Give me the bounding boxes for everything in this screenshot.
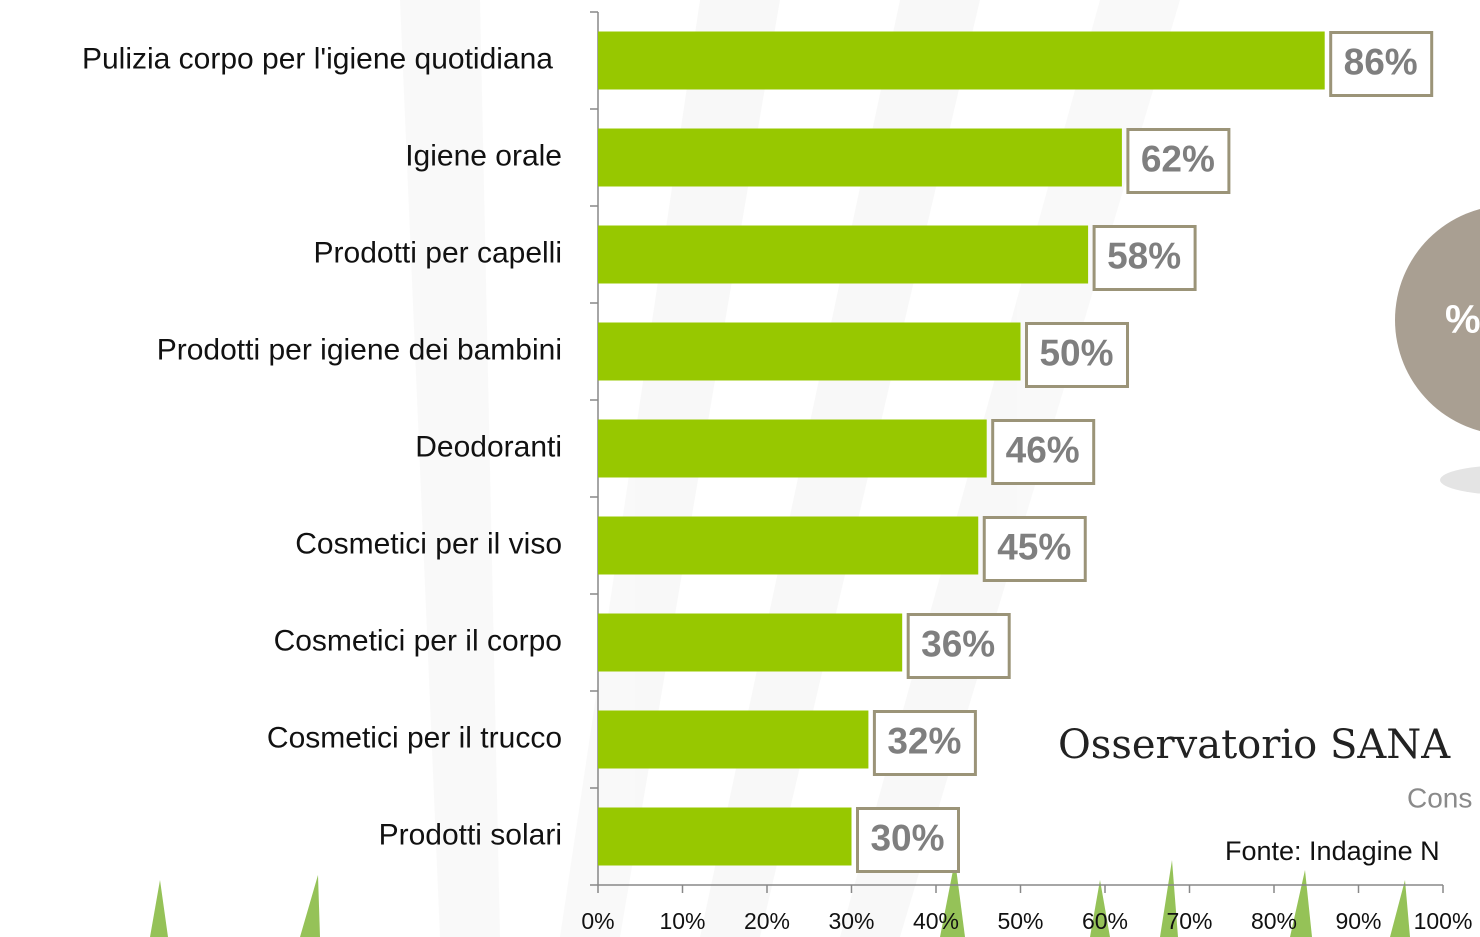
x-tick-label: 20% xyxy=(744,908,790,934)
value-label: 36% xyxy=(921,623,995,664)
annotation: Cons xyxy=(1407,782,1472,813)
y-tick-label: Cosmetici per il trucco xyxy=(267,721,562,754)
bar xyxy=(598,517,978,575)
x-tick-label: 10% xyxy=(659,908,705,934)
y-tick-label: Prodotti solari xyxy=(379,818,562,851)
x-tick-label: 30% xyxy=(828,908,874,934)
annotation: Osservatorio SANA xyxy=(1058,722,1451,768)
grass-blade xyxy=(150,880,168,937)
bar xyxy=(598,129,1122,187)
bar xyxy=(598,808,852,866)
y-tick-label: Cosmetici per il viso xyxy=(295,527,562,560)
bar xyxy=(598,32,1325,90)
y-tick-label: Prodotti per igiene dei bambini xyxy=(157,333,562,366)
value-label: 58% xyxy=(1107,235,1181,276)
annotation: Fonte: Indagine N xyxy=(1225,836,1440,866)
bar xyxy=(598,323,1021,381)
grass-blade xyxy=(1390,880,1410,937)
value-label: 30% xyxy=(870,817,944,858)
chart: 0% 10% 20% 30% 40% 50% 60% 70% 80% 90% 100% Pulizia… xyxy=(0,0,1480,937)
x-tick-label: 40% xyxy=(913,908,959,934)
bar xyxy=(598,614,902,672)
shadow xyxy=(1440,465,1480,495)
value-label: 32% xyxy=(887,720,961,761)
bar xyxy=(598,226,1088,284)
bar xyxy=(598,420,987,478)
x-tick-label: 80% xyxy=(1251,908,1297,934)
bar xyxy=(598,711,868,769)
x-tick-label: 90% xyxy=(1335,908,1381,934)
value-label: 46% xyxy=(1006,429,1080,470)
page: 0% 10% 20% 30% 40% 50% 60% 70% 80% 90% 100% Pulizia… xyxy=(0,0,1480,937)
value-label: 50% xyxy=(1039,332,1113,373)
y-tick-label: Cosmetici per il corpo xyxy=(274,624,562,657)
value-label: 62% xyxy=(1141,138,1215,179)
annotation: % xyxy=(1445,298,1480,342)
value-label: 45% xyxy=(997,526,1071,567)
y-tick-label: Pulizia corpo per l'igiene quotidiana xyxy=(82,42,553,75)
x-tick-label: 60% xyxy=(1082,908,1128,934)
value-label: 86% xyxy=(1344,41,1418,82)
x-tick-label: 50% xyxy=(997,908,1043,934)
y-tick-label: Deodoranti xyxy=(415,430,562,463)
y-tick-label: Igiene orale xyxy=(405,139,562,172)
grass-blade xyxy=(300,875,320,937)
x-tick-label: 100% xyxy=(1414,908,1473,934)
y-tick-label: Prodotti per capelli xyxy=(314,236,562,269)
x-tick-label: 70% xyxy=(1166,908,1212,934)
x-tick-label: 0% xyxy=(581,908,614,934)
